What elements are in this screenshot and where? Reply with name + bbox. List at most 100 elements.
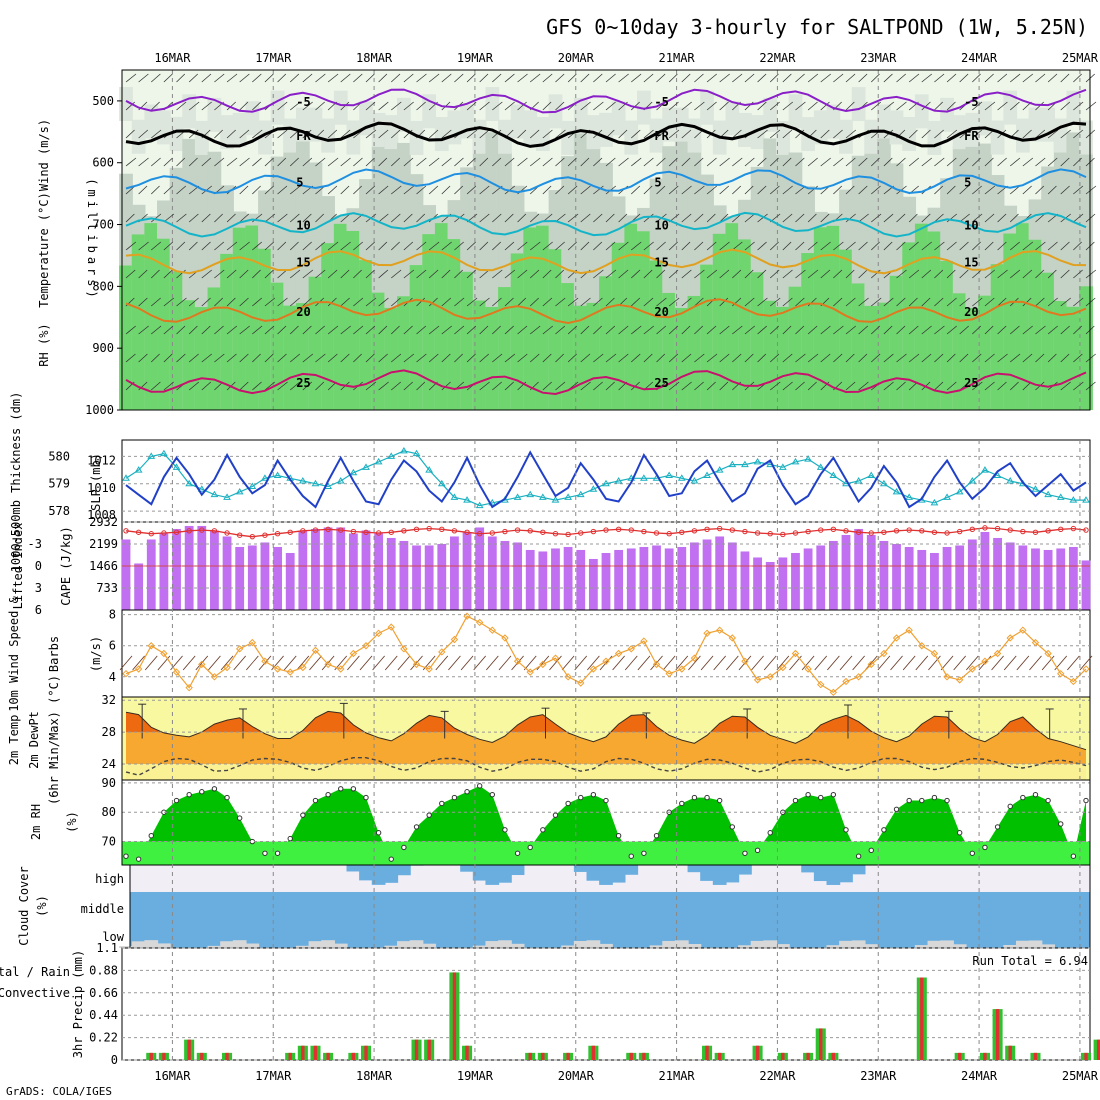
- cloud-level-label: middle: [81, 902, 124, 916]
- cloud-high-bar: [472, 865, 487, 881]
- rh-shade-light: [763, 97, 778, 132]
- wind10m-point: [374, 629, 383, 638]
- wind-barb: [454, 157, 464, 167]
- rh-shade-light: [839, 119, 853, 154]
- cape-bar: [614, 549, 624, 610]
- wind10m-point: [804, 665, 812, 673]
- wind-barb: [972, 73, 981, 83]
- wind-barb: [593, 213, 603, 223]
- wind-barb: [239, 73, 250, 83]
- cape-bar: [374, 533, 384, 610]
- wind-barb: [403, 325, 413, 335]
- wind-barb: [277, 353, 287, 363]
- wind-barb: [466, 73, 476, 83]
- wind-barb: [681, 241, 691, 251]
- wind-barb: [479, 73, 489, 83]
- wind-barb: [327, 241, 339, 251]
- wind-barb: [807, 185, 818, 195]
- wind-barb: [264, 185, 274, 195]
- wind-barb: [555, 157, 565, 167]
- wind10m-point: [715, 626, 724, 634]
- wind-barb: [593, 241, 603, 251]
- li-point: [603, 527, 609, 533]
- rh-shade-green: [700, 264, 714, 410]
- wind-barb: [252, 129, 263, 139]
- wind-barb: [504, 73, 515, 83]
- wind-barb: [656, 185, 666, 195]
- wind-barb: [1009, 381, 1019, 391]
- precip-convective-bar: [995, 1009, 1000, 1060]
- isotherm-label: 15: [964, 256, 978, 270]
- rh-shade-light: [182, 94, 197, 129]
- rh-shade-light: [510, 104, 525, 139]
- wind-barb: [1022, 297, 1032, 307]
- wind-barb: [264, 381, 276, 391]
- cape-bar: [841, 534, 851, 610]
- wind-barb: [1060, 325, 1070, 335]
- wind-barb: [643, 73, 654, 83]
- thickness-axis-label: 1000-500mb Thickness (dm): [9, 392, 23, 573]
- cape-bar: [702, 539, 712, 610]
- wind-barb: [782, 353, 793, 363]
- wind-barb: [150, 185, 160, 195]
- wind10m-axis-label: 10m Wind Speed &: [7, 595, 21, 711]
- wind-barb: [289, 325, 299, 335]
- wind-barb: [1060, 157, 1070, 167]
- li-point: [565, 531, 571, 538]
- thickness-point: [753, 457, 762, 465]
- wind-barb: [226, 73, 238, 83]
- cape-bar: [942, 546, 952, 610]
- wind-barb: [631, 73, 642, 83]
- precip-convective-bar: [200, 1052, 204, 1060]
- wind-barb: [529, 241, 541, 251]
- wind-barb: [289, 241, 299, 251]
- wind-barb: [858, 241, 868, 251]
- wind-barb: [719, 297, 729, 307]
- wind-barb: [1085, 101, 1097, 111]
- wind-barb: [694, 157, 704, 167]
- wind-barb: [681, 213, 692, 223]
- rh-point: [805, 791, 811, 798]
- rh-shade-green: [1028, 239, 1043, 410]
- date-label-bottom: 20MAR: [558, 1069, 595, 1083]
- wind10m-frame: [121, 609, 1091, 698]
- wind-barb: [567, 73, 577, 83]
- barb-10m: [675, 655, 689, 671]
- rh-shade-green: [1053, 301, 1068, 410]
- li-point: [818, 527, 824, 533]
- thickness-point: [816, 463, 825, 470]
- precip-convective-bar: [920, 977, 924, 1060]
- barb-10m: [1079, 655, 1093, 671]
- rh-shade-green: [220, 253, 234, 410]
- li-point: [615, 526, 622, 533]
- wind-barb: [643, 353, 653, 363]
- wind-barb: [353, 73, 363, 83]
- wind-barb: [656, 73, 666, 83]
- rh-shade-light: [321, 118, 335, 153]
- wind-barb: [719, 241, 730, 251]
- wind-barb: [630, 297, 641, 307]
- wind-barb: [138, 241, 149, 251]
- wind-barb: [984, 213, 995, 223]
- rh-shade-green: [990, 264, 1005, 410]
- precip-convective-bar: [781, 1052, 785, 1060]
- wind-barb: [896, 325, 906, 335]
- wind10m-point: [526, 668, 534, 676]
- cloud-high-bar: [346, 865, 361, 872]
- li-axis-label: Lifted Index: [11, 523, 25, 610]
- wind-barb: [668, 297, 680, 307]
- cloud-low-bar: [220, 941, 234, 948]
- precip-convective-bar: [1033, 1052, 1038, 1060]
- wind-barb: [668, 269, 679, 279]
- wind-barb: [391, 297, 401, 307]
- li-point: [742, 528, 748, 535]
- wind-barb: [403, 213, 413, 223]
- wind-barb: [555, 325, 566, 335]
- wind-barb: [807, 325, 818, 335]
- wind-barb: [769, 101, 780, 111]
- wind-barb: [441, 185, 451, 195]
- cape-bar: [386, 537, 396, 610]
- wind-barb: [529, 213, 540, 223]
- li-tick-label: 3: [35, 581, 42, 595]
- wind-barb: [390, 129, 401, 139]
